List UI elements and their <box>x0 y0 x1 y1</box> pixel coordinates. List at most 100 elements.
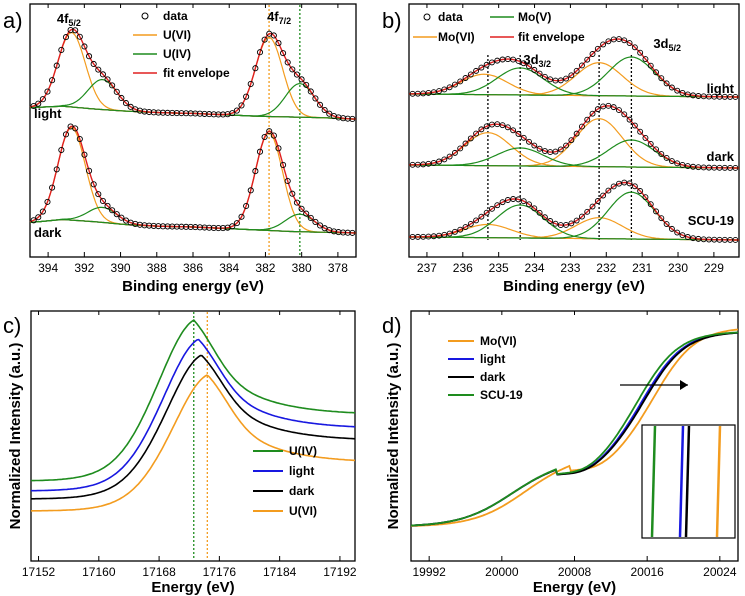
panel-a-sample-label: dark <box>34 225 62 240</box>
panel-b-data-point <box>616 180 622 187</box>
panel-a-data-point <box>238 213 245 220</box>
panel-b-data-point <box>568 72 575 79</box>
panel-b-data-point <box>674 160 681 167</box>
panel-b-data-point <box>510 127 517 134</box>
panel-a-data-point <box>284 177 291 185</box>
panel-b-data-point <box>446 84 453 91</box>
panel-a-data-point <box>261 133 268 141</box>
panel-a-data-point <box>289 66 296 73</box>
panel-a-data-point <box>316 101 324 108</box>
panel-b-data-point <box>573 217 580 224</box>
panel-b-data-point <box>499 122 506 129</box>
panel-a-data-point <box>266 30 273 37</box>
panel-a-data-point <box>298 205 305 212</box>
panel-a-data-point <box>169 223 176 230</box>
panel-a-tick-label: 392 <box>74 261 94 275</box>
panel-a-data-point <box>280 50 287 57</box>
panel-b-data-point <box>647 62 654 69</box>
panel-a-data-point <box>224 111 231 118</box>
panel-b-data-point <box>457 78 464 85</box>
panel-b-data-point <box>462 75 469 81</box>
panel-b-data-point <box>584 116 591 123</box>
panel-a-data-point <box>293 71 300 78</box>
panel-a-data-point <box>173 109 180 117</box>
panel-b-data-point <box>473 130 480 137</box>
panel-b-data-point <box>541 148 548 154</box>
panel-b-data-point <box>483 123 490 130</box>
panel-a-data-point <box>155 109 162 116</box>
panel-a-tick-label: 390 <box>111 261 131 275</box>
panel-b-data-point <box>589 51 596 57</box>
panel-a-data-point <box>256 148 264 155</box>
panel-a-data-point <box>127 103 134 110</box>
panel-c-xlabel: Energy (eV) <box>151 579 234 596</box>
panel-a-data-point <box>49 77 56 84</box>
panel-b-data-point <box>605 38 612 45</box>
panel-a-data-point <box>289 190 296 197</box>
panel-b-data-point <box>642 56 649 62</box>
panel-d-arrow-head <box>680 380 688 390</box>
panel-a-data-point <box>122 100 130 107</box>
panel-b-data-point <box>668 158 675 164</box>
panel-d-xlabel: Energy (eV) <box>533 579 616 596</box>
panel-a-data-point <box>39 96 46 103</box>
panel-d-legend-label: SCU-19 <box>480 388 523 402</box>
panel-a-data-point <box>113 211 120 218</box>
panel-b-legend-label: Mo(V) <box>518 10 551 24</box>
panel-b-data-point <box>584 56 591 63</box>
panel-a-data-point <box>280 161 287 168</box>
panel-a-legend-label: U(IV) <box>163 47 191 61</box>
panel-b-data-point <box>578 123 585 130</box>
panel-a-data-point <box>90 60 97 68</box>
panel-b-tick-label: 237 <box>417 261 437 275</box>
panel-b-data-point <box>637 128 644 135</box>
panel-a-data-point <box>349 229 356 236</box>
panel-b-data-point <box>441 156 448 163</box>
panel-d-series-Mo(VI) <box>411 328 739 527</box>
panel-b: 237 236 235 234 233 232 231 230 229 b) Binding ene… <box>382 3 740 295</box>
panel-b-data-point <box>457 226 464 233</box>
panel-b-data-point <box>610 183 617 190</box>
panel-a-data-point <box>155 223 162 230</box>
panel-b-data-point <box>573 130 580 137</box>
panel-a-data-point <box>233 107 240 114</box>
panel-a-data-point <box>35 100 42 107</box>
panel-a-data-point <box>303 81 310 88</box>
panel-a-tick-label: 380 <box>292 261 312 275</box>
panel-a-data-point <box>298 76 305 83</box>
panel-b-data-point <box>653 208 659 215</box>
panel-b-data-point <box>409 233 416 240</box>
panel-a-data-point <box>81 151 88 158</box>
panel-a-data-point <box>206 111 213 118</box>
panel-a-data-point <box>150 222 157 229</box>
panel-a-data-point <box>270 132 277 139</box>
panel-d-series-SCU-19 <box>411 331 738 527</box>
panel-a-data-point <box>72 27 79 34</box>
panel-a-data-point <box>53 166 60 173</box>
panel-a-data-point <box>104 202 111 210</box>
panel-b-data-point <box>526 201 532 208</box>
panel-c: 17152 17160 17168 17176 17184 17192 c) Energy (… <box>3 310 357 596</box>
panel-b-data-point <box>541 214 548 221</box>
panel-a-data-point <box>58 46 65 54</box>
panel-b-data-point <box>626 116 633 123</box>
panel-b-data-point <box>600 103 607 110</box>
panel-b-data-point <box>653 69 659 76</box>
panel-b-fit-envelope <box>409 181 739 241</box>
panel-d-ylabel: Normalized Intensity (a.u.) <box>385 343 402 530</box>
panel-b-data-point <box>409 90 416 97</box>
panel-a-data-point <box>215 225 222 232</box>
panel-b-data-point <box>515 57 522 64</box>
panel-b-data-point <box>600 192 607 199</box>
panel-a-data-point <box>146 108 153 116</box>
panel-b-data-point <box>653 146 659 153</box>
panel-a-data-point <box>164 109 171 116</box>
panel-b-data-point <box>489 59 495 66</box>
panel-b-data-point <box>578 62 585 69</box>
panel-b-data-point <box>552 77 559 84</box>
panel-b-data-point <box>631 183 638 190</box>
panel-d-inset-line <box>684 425 691 538</box>
panel-a-data-point <box>86 53 93 60</box>
panel-a-data-point <box>90 181 97 188</box>
